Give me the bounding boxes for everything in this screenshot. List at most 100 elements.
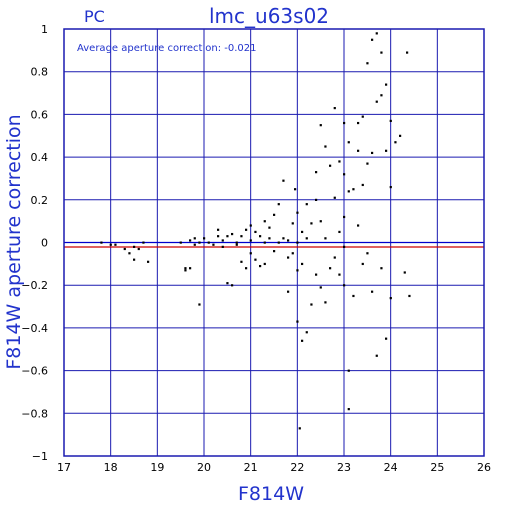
data-point (301, 339, 304, 342)
data-point (259, 264, 262, 268)
data-point (338, 273, 341, 276)
data-point (343, 173, 346, 176)
x-tick-label: 22 (290, 461, 304, 474)
data-point (217, 235, 220, 238)
x-tick-label: 21 (244, 461, 258, 474)
data-point (240, 260, 243, 263)
data-point (333, 196, 336, 199)
data-point (361, 183, 364, 187)
data-point (235, 243, 238, 246)
plot-frame (63, 28, 485, 457)
data-point (254, 258, 257, 261)
y-tick-label: 0.8 (31, 66, 49, 79)
data-point (287, 290, 290, 293)
y-tick-label: −0.6 (21, 365, 48, 378)
plot-subtitle: PC (84, 7, 105, 26)
data-point (366, 162, 369, 165)
x-tick-label: 19 (150, 461, 164, 474)
data-point (263, 241, 266, 244)
data-point (301, 262, 304, 266)
data-point (221, 245, 224, 248)
data-point (347, 190, 350, 193)
data-point (329, 267, 332, 270)
data-point (298, 427, 301, 430)
data-point (403, 271, 406, 274)
data-point (273, 250, 276, 253)
data-point (296, 211, 299, 214)
data-point (357, 224, 360, 227)
data-point (296, 241, 299, 244)
data-point (133, 245, 136, 248)
data-point (366, 252, 369, 255)
data-point (380, 94, 383, 97)
data-point (296, 269, 299, 272)
data-point (249, 252, 252, 255)
data-point (294, 188, 297, 191)
data-point (203, 237, 206, 240)
data-point (277, 203, 280, 206)
data-point (254, 230, 257, 234)
data-point (357, 121, 360, 125)
data-point (217, 228, 220, 231)
data-point (189, 239, 192, 242)
data-point (399, 134, 402, 137)
y-tick-label: −0.2 (21, 279, 48, 292)
data-point (347, 369, 350, 372)
data-point (357, 149, 360, 152)
data-point (193, 243, 196, 246)
data-point (333, 256, 336, 259)
plot-title: lmc_u63s02 (209, 4, 329, 28)
data-point (193, 237, 196, 240)
data-point (231, 232, 234, 236)
data-point (315, 273, 318, 276)
data-point (235, 241, 238, 244)
x-tick-label: 18 (104, 461, 118, 474)
data-point (245, 267, 248, 270)
data-point (231, 284, 234, 287)
data-point (366, 62, 369, 65)
data-point (406, 51, 409, 54)
data-point (128, 252, 131, 255)
data-point (385, 83, 388, 86)
data-point (338, 160, 341, 163)
data-point (371, 38, 374, 41)
y-tick-label: 0.2 (31, 194, 49, 207)
x-tick-label: 24 (384, 461, 398, 474)
data-point (282, 179, 285, 182)
data-point (343, 121, 346, 125)
y-tick-label: 0 (41, 237, 48, 250)
data-point (389, 185, 392, 189)
data-point (338, 230, 341, 234)
data-point (100, 241, 103, 244)
data-point (305, 203, 308, 206)
y-tick-label: −1 (32, 450, 48, 463)
data-point (347, 408, 350, 411)
data-point (315, 198, 318, 201)
data-point (380, 267, 383, 270)
data-point (333, 106, 336, 110)
data-point (324, 301, 327, 304)
data-point (375, 100, 378, 103)
data-point (291, 252, 294, 255)
data-point (189, 267, 192, 270)
data-point (301, 230, 304, 234)
data-point (109, 243, 112, 246)
data-point (249, 239, 252, 242)
data-point (240, 235, 243, 238)
data-point (263, 262, 266, 266)
data-point (305, 331, 308, 334)
data-point (291, 222, 294, 225)
data-point (287, 256, 290, 259)
y-tick-label: −0.8 (21, 407, 48, 420)
data-point (287, 239, 290, 242)
data-point (324, 145, 327, 148)
data-points (100, 32, 411, 430)
data-point (133, 258, 136, 261)
data-point (249, 224, 252, 227)
data-point (371, 290, 374, 293)
x-tick-label: 25 (430, 461, 444, 474)
data-point (385, 337, 388, 340)
x-tick-label: 23 (337, 461, 351, 474)
data-point (343, 284, 346, 287)
